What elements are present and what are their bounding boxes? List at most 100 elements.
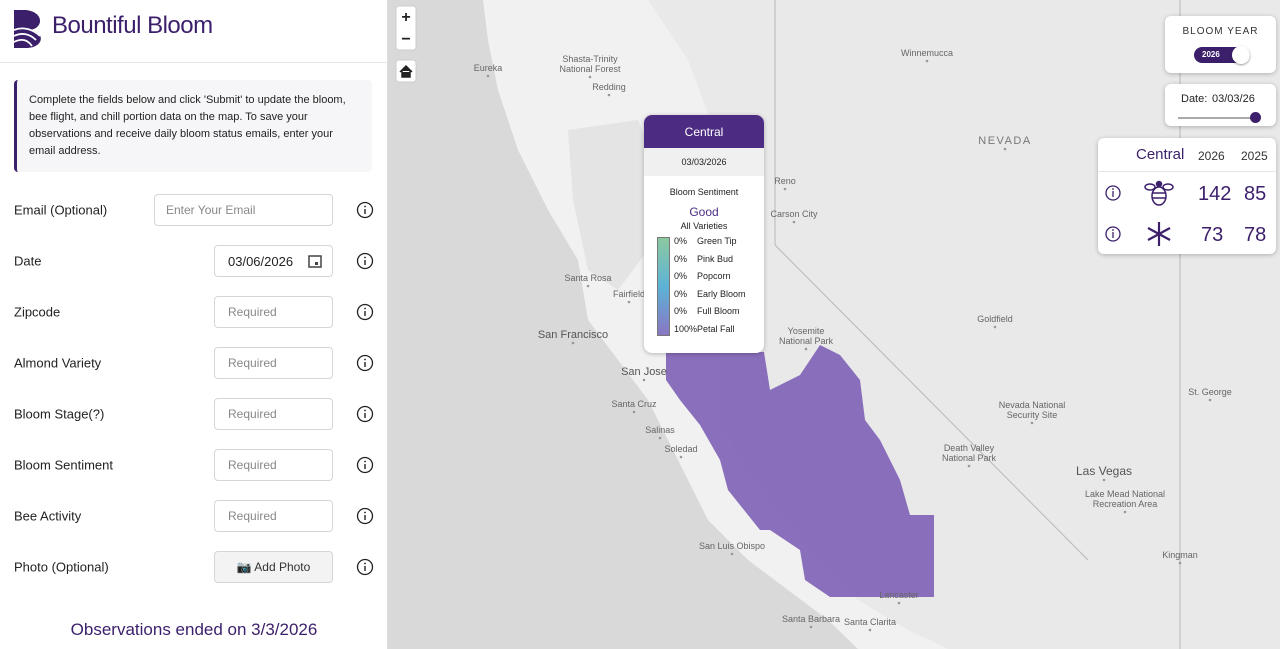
- place-label: Salinas: [645, 425, 675, 435]
- stage-percent: 0%: [674, 236, 688, 246]
- divider: [0, 62, 388, 63]
- sentiment-title: Bloom Sentiment: [669, 187, 739, 197]
- info-icon[interactable]: [356, 558, 374, 576]
- input-field[interactable]: Required: [214, 449, 333, 481]
- info-circle: [356, 405, 374, 423]
- info-icon[interactable]: [356, 303, 374, 321]
- stage-name: Petal Fall: [697, 324, 735, 334]
- stage-name: Pink Bud: [697, 253, 734, 264]
- info-dot: [364, 307, 366, 310]
- place-dot: [1003, 147, 1007, 151]
- placeholder: Required: [228, 407, 277, 421]
- input-field[interactable]: 📷 Add Photo: [214, 551, 333, 583]
- place-dot: [868, 628, 872, 632]
- info-circle: [356, 201, 374, 219]
- zoom-control: [395, 5, 417, 51]
- info-circle: [356, 303, 374, 321]
- info-icon[interactable]: [1105, 226, 1121, 242]
- input-field[interactable]: Required: [214, 500, 333, 532]
- field-label: Bee Activity: [14, 508, 82, 524]
- place-label: Santa Rosa: [564, 273, 611, 283]
- stat-value: 78: [1244, 224, 1267, 246]
- place-dot: [967, 464, 971, 468]
- home-icon: [399, 64, 413, 78]
- info-circle: [356, 507, 374, 525]
- stat-value: 142: [1198, 183, 1232, 205]
- info-icon[interactable]: [1105, 185, 1121, 201]
- placeholder: Required: [228, 458, 277, 472]
- field-label: Date: [14, 253, 42, 269]
- map[interactable]: Eureka Shasta-Trinity National Forest Reddi…: [388, 0, 1280, 649]
- zoom-out[interactable]: −: [401, 31, 410, 48]
- stage-name: Green Tip: [697, 236, 737, 246]
- bloom-year-card: BLOOM YEAR 2026: [1165, 16, 1276, 73]
- snowflake-icon: [1147, 222, 1171, 246]
- info-icon[interactable]: [356, 201, 374, 219]
- field-label: Almond Variety: [14, 355, 102, 371]
- logo-text: Bountiful Bloom: [52, 12, 213, 39]
- bloom-year-title: BLOOM YEAR: [1182, 26, 1259, 37]
- place-dot: [1102, 478, 1106, 482]
- stat-value: 85: [1244, 183, 1267, 205]
- slider-knob[interactable]: [1250, 112, 1261, 123]
- stage-color-bar: [657, 237, 670, 336]
- slider-track: [1178, 117, 1258, 119]
- place-label: Soledad: [664, 444, 697, 454]
- place-dot: [642, 378, 646, 382]
- valley-region: [568, 120, 663, 290]
- info-icon[interactable]: [356, 405, 374, 423]
- place-dot: [783, 187, 787, 191]
- stage-percent: 0%: [674, 271, 688, 282]
- zoom-in[interactable]: +: [401, 9, 410, 26]
- info-icon[interactable]: [356, 252, 374, 270]
- info-circle: [356, 558, 374, 576]
- place-label: Santa Clarita: [844, 617, 896, 627]
- info-circle: [356, 456, 374, 474]
- add-photo-button[interactable]: 📷 Add Photo: [236, 560, 311, 574]
- central-region[interactable]: [666, 345, 934, 597]
- info-icon[interactable]: [356, 507, 374, 525]
- place-label: Kingman: [1162, 550, 1198, 560]
- stats-icons: [1105, 180, 1174, 246]
- stats-card: Central 2026 2025 142 85 73 78: [1098, 138, 1276, 254]
- logo-icon: [14, 10, 41, 48]
- info-dot: [364, 256, 366, 259]
- place-dot: [730, 552, 734, 556]
- toggle-label: 2026: [1202, 50, 1220, 59]
- input-field[interactable]: Required: [214, 347, 333, 379]
- place-dot: [486, 74, 490, 78]
- bee-icon: [1144, 180, 1174, 206]
- input-field[interactable]: 03/06/2026: [214, 245, 333, 277]
- calendar-icon[interactable]: [307, 253, 323, 269]
- date-card: Date: 03/03/26: [1165, 84, 1276, 126]
- field-label: Zipcode: [14, 304, 61, 320]
- info-dot: [364, 511, 366, 514]
- info-icon[interactable]: [356, 354, 374, 372]
- placeholder: Enter Your Email: [166, 203, 256, 217]
- place-label: Fairfield: [613, 289, 645, 299]
- sentiment-value: Good: [689, 205, 719, 219]
- calendar-shape: [315, 262, 319, 265]
- field-label: Bloom Sentiment: [14, 457, 113, 473]
- place-dot: [925, 59, 929, 63]
- footer-text: Observations ended on 3/3/2026: [70, 620, 318, 639]
- place-label: Shasta-Trinity National Forest: [559, 54, 621, 74]
- placeholder: Required: [228, 356, 277, 370]
- place-dot: [632, 410, 636, 414]
- place-label: St. George: [1188, 387, 1232, 397]
- input-field[interactable]: Enter Your Email: [154, 194, 333, 226]
- place-label: Goldfield: [977, 314, 1013, 324]
- input-field[interactable]: Required: [214, 398, 333, 430]
- input-field[interactable]: Required: [214, 296, 333, 328]
- varieties: All Varieties: [680, 221, 728, 231]
- place-label: Death Valley National Park: [942, 443, 997, 463]
- region-popup: Central 03/03/2026 Bloom Sentiment Good …: [644, 115, 764, 353]
- instructions: Complete the fields below and click 'Sub…: [14, 80, 372, 172]
- stats-year: 2026: [1198, 149, 1225, 163]
- info-dot: [364, 358, 366, 361]
- info-icon[interactable]: [356, 456, 374, 474]
- place-dot: [993, 325, 997, 329]
- year-toggle[interactable]: 2026: [1194, 46, 1250, 64]
- stat-value: 73: [1201, 224, 1224, 246]
